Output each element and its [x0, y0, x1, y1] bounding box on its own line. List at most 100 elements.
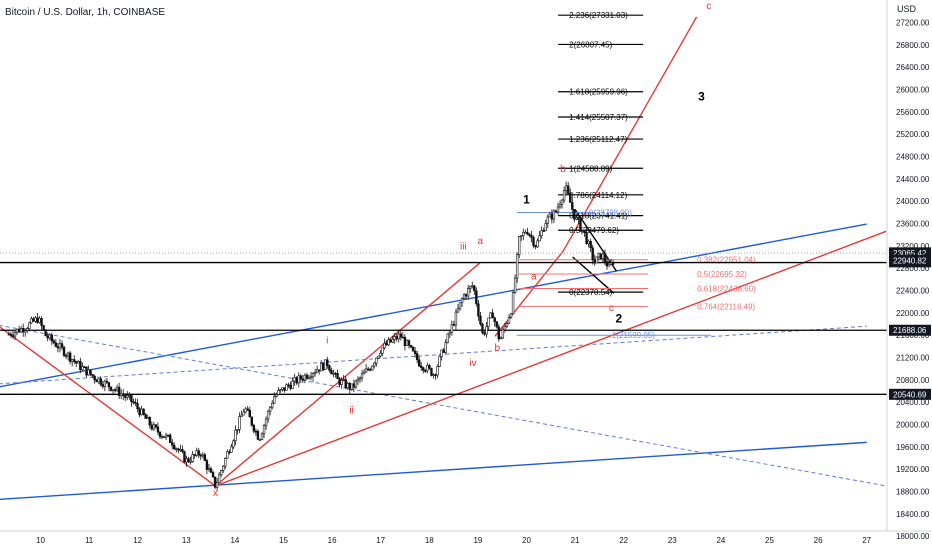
candle-body[interactable] [530, 235, 533, 238]
candle-body[interactable] [585, 232, 588, 245]
candle-body[interactable] [285, 384, 288, 391]
candle-body[interactable] [234, 429, 237, 442]
candle-body[interactable] [373, 362, 376, 367]
candle-body[interactable] [360, 373, 364, 379]
candle-body[interactable] [175, 448, 178, 451]
candle-body[interactable] [256, 430, 260, 440]
candle-body[interactable] [79, 361, 82, 371]
candle-body[interactable] [238, 416, 241, 430]
candle-body[interactable] [187, 458, 190, 462]
candle-body[interactable] [405, 340, 409, 346]
candle-body[interactable] [369, 369, 372, 371]
candle-body[interactable] [422, 367, 425, 371]
candle-body[interactable] [142, 408, 145, 415]
candle-body[interactable] [356, 378, 360, 382]
candle-body[interactable] [146, 416, 149, 419]
candle-body[interactable] [477, 303, 480, 317]
candle-body[interactable] [287, 384, 290, 387]
candle-body[interactable] [354, 380, 358, 388]
candle-body[interactable] [595, 256, 598, 264]
candle-body[interactable] [322, 362, 325, 370]
candle-body[interactable] [426, 365, 429, 372]
candle-body[interactable] [83, 366, 86, 369]
candle-body[interactable] [162, 436, 166, 438]
candle-body[interactable] [522, 232, 525, 236]
candle-body[interactable] [52, 340, 56, 344]
candle-body[interactable] [28, 322, 31, 329]
candle-body[interactable] [171, 442, 174, 446]
candle-body[interactable] [550, 213, 554, 220]
candle-body[interactable] [254, 430, 258, 433]
candle-body[interactable] [177, 448, 180, 451]
candle-body[interactable] [191, 454, 194, 462]
candle-body[interactable] [160, 436, 164, 438]
candle-body[interactable] [344, 379, 347, 389]
candle-body[interactable] [411, 346, 415, 352]
candle-body[interactable] [244, 408, 247, 413]
candle-body[interactable] [558, 203, 562, 208]
candle-body[interactable] [58, 343, 62, 349]
candle-body[interactable] [420, 365, 423, 368]
candle-body[interactable] [226, 451, 229, 459]
candle-body[interactable] [438, 356, 441, 367]
candle-body[interactable] [283, 387, 286, 391]
candle-body[interactable] [154, 424, 158, 428]
candle-body[interactable] [15, 328, 19, 333]
candle-body[interactable] [60, 343, 64, 348]
candle-body[interactable] [511, 292, 515, 315]
candle-body[interactable] [524, 231, 527, 234]
candle-body[interactable] [377, 355, 380, 359]
candle-body[interactable] [317, 369, 321, 372]
candle-body[interactable] [173, 444, 176, 450]
candle-body[interactable] [152, 424, 156, 430]
candle-body[interactable] [264, 418, 268, 426]
candle-body[interactable] [573, 209, 576, 220]
trend-line-black-9[interactable] [574, 209, 617, 272]
candle-body[interactable] [50, 334, 53, 342]
candle-body[interactable] [168, 434, 172, 443]
candle-body[interactable] [475, 290, 478, 305]
candle-body[interactable] [309, 376, 313, 379]
candle-body[interactable] [246, 408, 249, 411]
candle-body[interactable] [520, 235, 523, 237]
candle-body[interactable] [54, 342, 58, 347]
candle-body[interactable] [432, 374, 435, 376]
candle-body[interactable] [195, 450, 198, 456]
candle-body[interactable] [275, 394, 278, 397]
candle-body[interactable] [448, 331, 452, 335]
candle-body[interactable] [240, 414, 243, 417]
candle-body[interactable] [26, 328, 29, 331]
candle-body[interactable] [179, 449, 182, 451]
candle-body[interactable] [466, 288, 470, 297]
candle-body[interactable] [34, 317, 37, 322]
candle-body[interactable] [311, 373, 315, 378]
candle-body[interactable] [242, 411, 245, 416]
candle-body[interactable] [352, 383, 356, 388]
candle-body[interactable] [230, 446, 233, 453]
candle-body[interactable] [277, 390, 280, 395]
candle-body[interactable] [166, 434, 170, 437]
candle-body[interactable] [387, 339, 390, 346]
candle-body[interactable] [336, 373, 339, 379]
candle-body[interactable] [450, 324, 454, 333]
candle-body[interactable] [293, 377, 296, 382]
candle-body[interactable] [436, 366, 439, 376]
candle-body[interactable] [281, 387, 284, 390]
candle-body[interactable] [605, 261, 609, 267]
candle-body[interactable] [75, 361, 78, 364]
candle-body[interactable] [385, 343, 388, 346]
candle-body[interactable] [156, 426, 160, 433]
candle-body[interactable] [440, 349, 443, 357]
candle-body[interactable] [501, 329, 505, 339]
candle-body[interactable] [489, 312, 492, 319]
candle-body[interactable] [579, 219, 582, 232]
candle-body[interactable] [526, 231, 529, 235]
candle-body[interactable] [379, 352, 382, 357]
candle-body[interactable] [497, 326, 500, 340]
candle-body[interactable] [424, 370, 427, 372]
candle-body[interactable] [44, 329, 47, 337]
candle-body[interactable] [473, 285, 476, 292]
candle-body[interactable] [24, 330, 27, 333]
candle-body[interactable] [456, 308, 460, 313]
